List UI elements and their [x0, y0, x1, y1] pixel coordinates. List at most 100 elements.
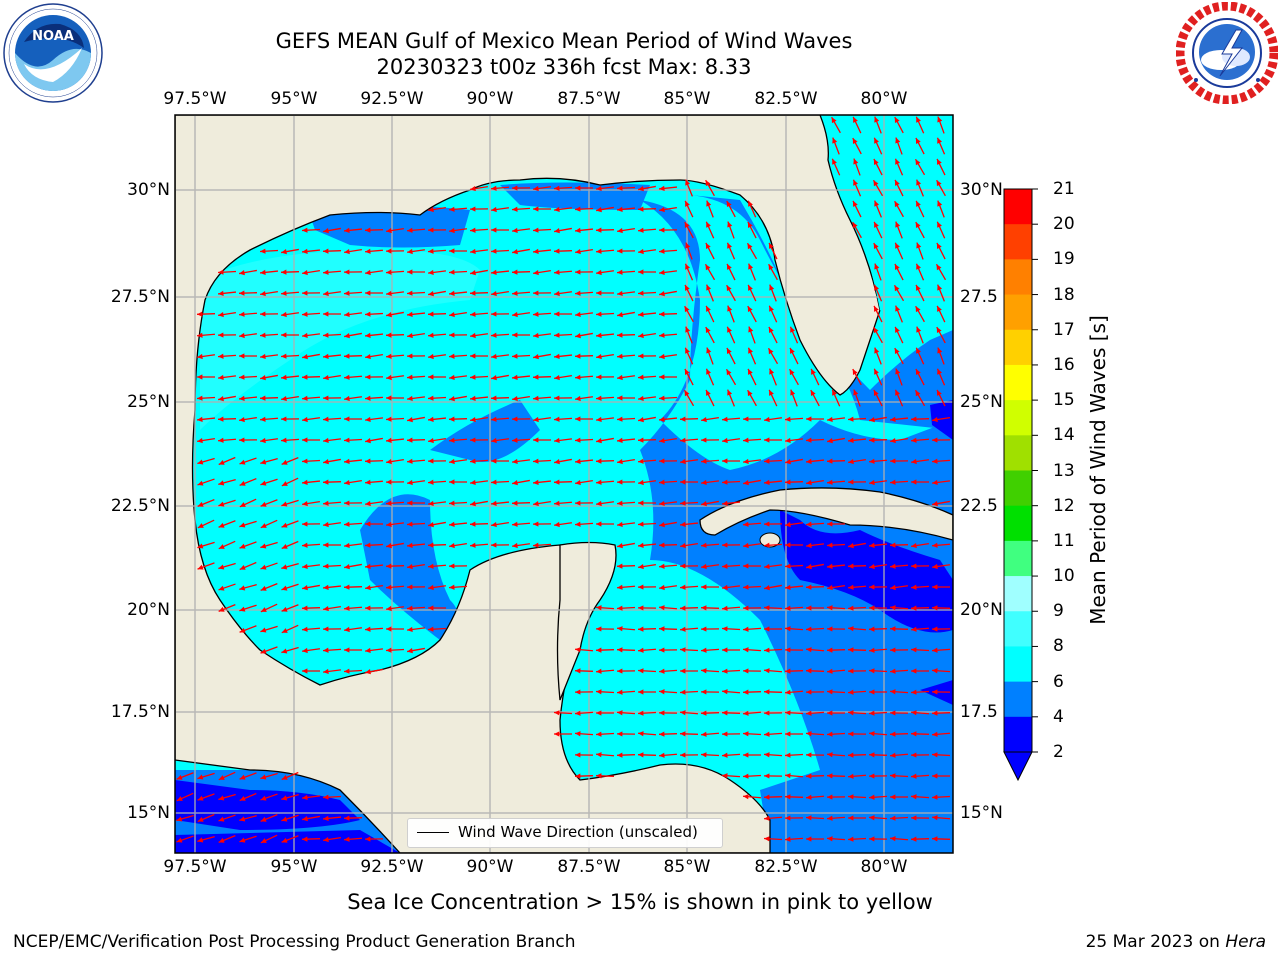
wind-wave-arrow: [638, 185, 656, 192]
wind-wave-arrow: [322, 416, 342, 422]
wind-wave-arrow: [637, 437, 657, 443]
wind-wave-arrow: [894, 389, 904, 407]
wind-wave-arrow: [217, 269, 237, 275]
wind-wave-arrow: [491, 458, 509, 464]
wind-wave-arrow: [281, 520, 299, 528]
wind-wave-arrow: [889, 479, 909, 485]
wind-wave-arrow: [784, 626, 804, 632]
wind-wave-arrow: [343, 458, 363, 464]
wind-wave-arrow: [700, 563, 720, 570]
wind-wave-arrow: [574, 395, 594, 402]
sea-ice-note: Sea Ice Concentration > 15% is shown in …: [347, 890, 933, 914]
wind-wave-arrow: [616, 668, 636, 674]
wind-wave-arrow: [427, 248, 447, 254]
wind-wave-arrow: [343, 227, 363, 233]
noaa-logo-icon: NOAA: [3, 3, 103, 103]
wind-wave-arrow: [196, 332, 216, 338]
wind-wave-arrow: [936, 368, 946, 386]
wind-wave-arrow: [679, 731, 699, 737]
wind-wave-arrow: [868, 479, 888, 486]
wind-wave-arrow: [706, 284, 714, 302]
wind-wave-arrow: [659, 206, 677, 213]
wind-wave-arrow: [595, 773, 615, 779]
wind-wave-arrow: [616, 185, 636, 191]
wind-wave-arrow: [936, 389, 946, 407]
wind-wave-arrow: [595, 332, 615, 338]
wind-wave-arrow: [721, 689, 741, 695]
wind-wave-arrow: [764, 584, 782, 591]
wind-wave-arrow: [684, 221, 694, 239]
wind-wave-arrow: [322, 521, 342, 528]
wind-wave-arrow: [574, 521, 594, 527]
wind-wave-arrow: [637, 647, 657, 653]
wind-wave-arrow: [385, 290, 405, 297]
wind-wave-arrow: [936, 158, 946, 176]
wind-wave-arrow: [218, 604, 236, 612]
wind-wave-arrow: [574, 773, 594, 779]
wind-wave-arrow: [679, 626, 699, 632]
wind-wave-arrow: [532, 227, 552, 233]
wind-wave-arrow: [936, 326, 946, 344]
wind-wave-arrow: [616, 269, 636, 275]
wind-wave-arrow: [260, 478, 278, 486]
wind-wave-arrow: [931, 710, 951, 716]
wind-wave-arrow: [533, 353, 551, 360]
wind-wave-arrow: [701, 500, 719, 507]
wind-wave-arrow: [721, 563, 741, 569]
wind-wave-arrow: [616, 290, 636, 297]
wind-wave-arrow: [889, 626, 909, 632]
wind-wave-arrow: [658, 458, 678, 464]
wind-wave-arrow: [700, 752, 720, 758]
wind-wave-arrow: [659, 521, 677, 528]
wind-wave-arrow: [679, 584, 699, 590]
wind-wave-arrow: [874, 116, 882, 134]
wind-wave-arrow: [281, 794, 299, 801]
wind-wave-arrow: [196, 416, 216, 422]
wind-wave-arrow: [805, 731, 825, 737]
wind-wave-arrow: [281, 835, 299, 843]
wind-wave-arrow: [406, 437, 426, 443]
wind-wave-arrow: [554, 227, 572, 234]
wind-wave-arrow: [281, 563, 299, 570]
wind-wave-arrow: [260, 834, 278, 844]
wind-wave-arrow: [469, 332, 489, 339]
wind-wave-arrow: [826, 794, 846, 800]
wind-wave-arrow: [826, 542, 846, 548]
wind-wave-arrow: [784, 668, 804, 674]
wind-wave-arrow: [218, 311, 236, 318]
wind-wave-arrow: [826, 773, 846, 779]
wind-wave-arrow: [301, 290, 321, 296]
wind-wave-arrow: [617, 395, 635, 401]
wind-wave-arrow: [239, 561, 257, 571]
wind-wave-arrow: [448, 458, 468, 465]
wind-wave-arrow: [785, 542, 803, 548]
wind-wave-arrow: [260, 625, 278, 633]
wind-wave-arrow: [679, 416, 699, 422]
colorbar-tick-label: 12: [1053, 495, 1075, 516]
wind-wave-arrow: [280, 353, 300, 359]
wind-wave-arrow: [931, 605, 951, 611]
wind-wave-arrow: [915, 305, 925, 323]
wind-wave-arrow: [616, 752, 636, 758]
wind-wave-arrow: [705, 179, 715, 197]
wind-wave-arrow: [449, 248, 467, 254]
wind-wave-arrow: [869, 689, 887, 695]
wind-wave-arrow: [889, 731, 909, 737]
wind-wave-arrow: [872, 179, 884, 197]
wind-wave-arrow: [616, 416, 636, 422]
wind-wave-arrow: [932, 584, 950, 590]
wind-wave-arrow: [768, 389, 778, 407]
wind-wave-arrow: [852, 116, 862, 134]
wind-wave-arrow: [533, 500, 551, 507]
wind-wave-arrow: [826, 479, 846, 485]
wind-wave-arrow: [532, 290, 552, 296]
wind-wave-arrow: [658, 353, 678, 360]
wind-wave-arrow: [322, 500, 342, 506]
wind-wave-arrow: [700, 668, 720, 674]
wind-wave-arrow: [239, 416, 257, 423]
wind-wave-arrow: [658, 416, 678, 422]
wind-wave-arrow: [935, 263, 947, 281]
wind-wave-arrow: [574, 689, 594, 695]
wind-wave-arrow: [595, 458, 615, 464]
colorbar-segment: [1004, 435, 1032, 471]
